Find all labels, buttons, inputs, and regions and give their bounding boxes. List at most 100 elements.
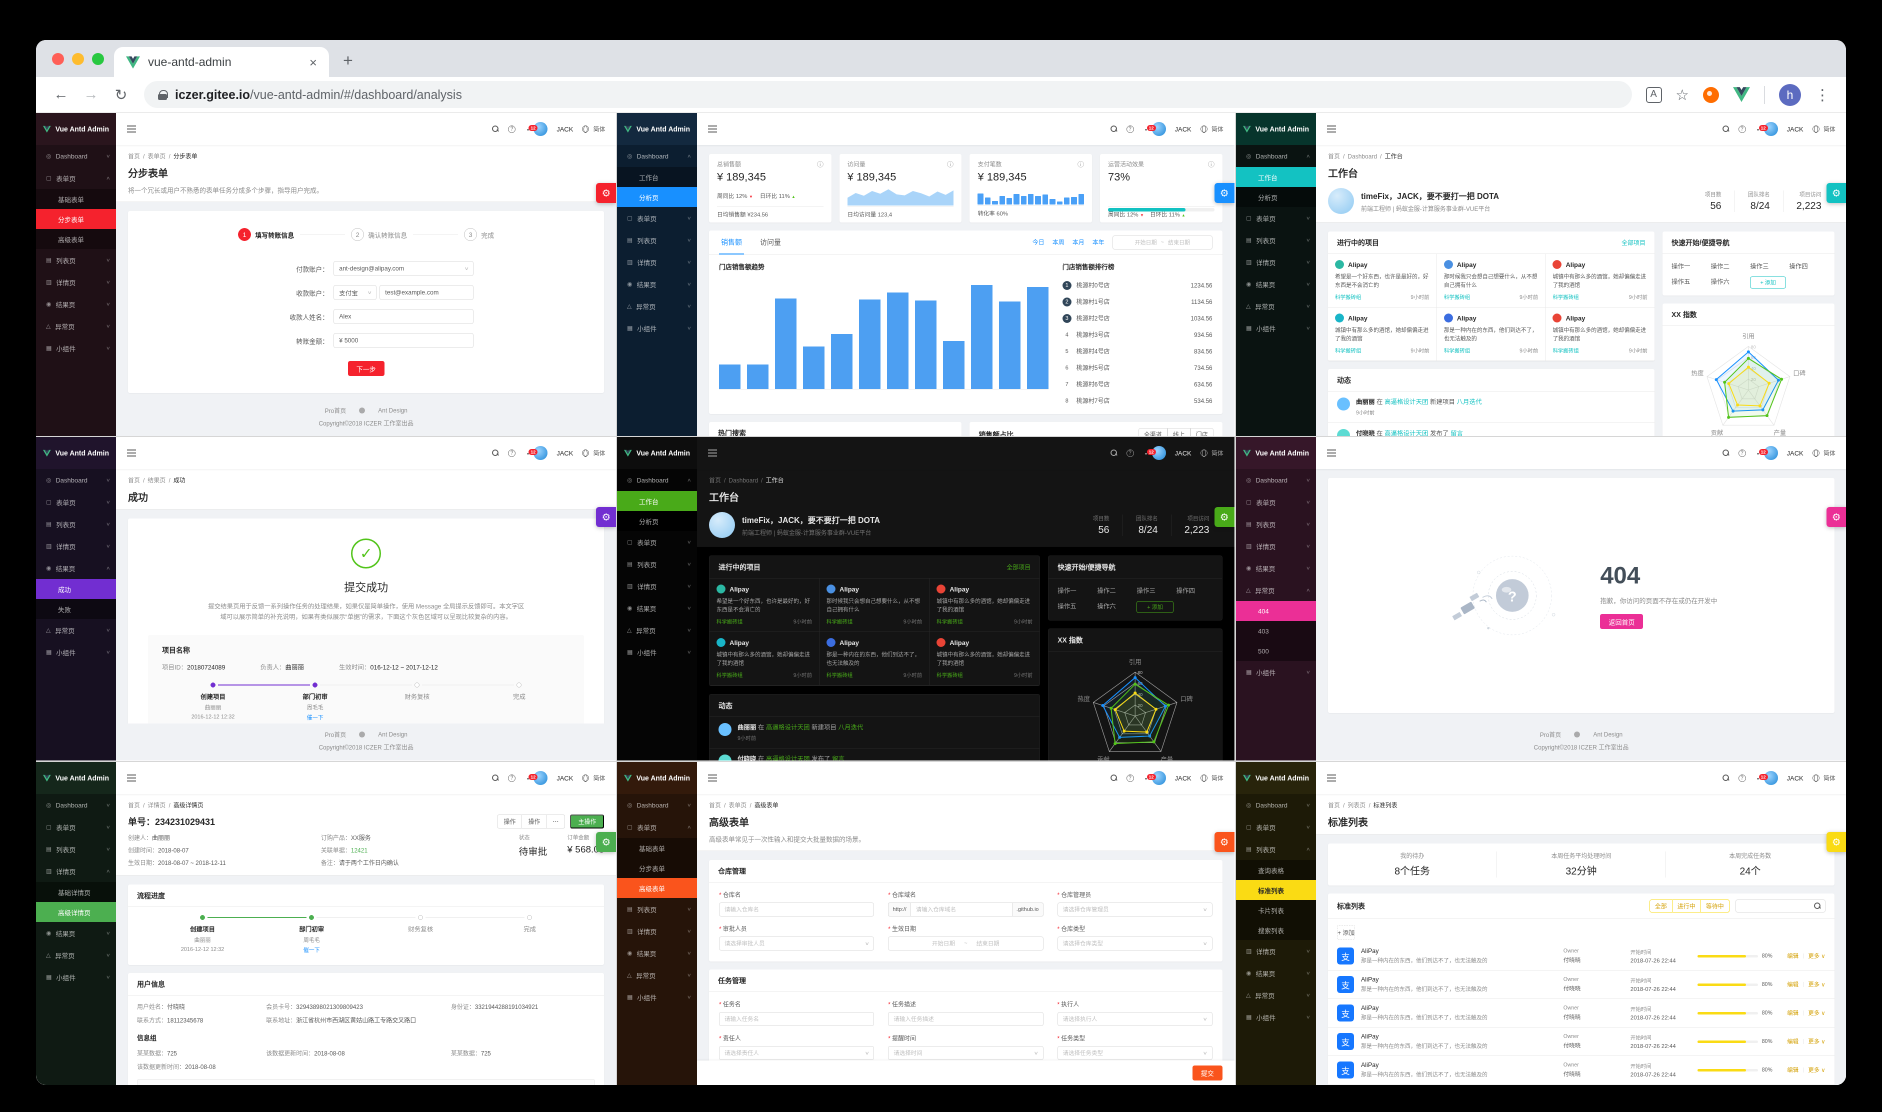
theme-settings-button[interactable]: ⚙ bbox=[1214, 831, 1235, 852]
channel-button[interactable]: 全渠道 bbox=[1138, 428, 1168, 437]
sidebar-item[interactable]: ▢ 表单页 ∨ bbox=[617, 207, 697, 229]
language-label[interactable]: 简体 bbox=[593, 450, 606, 458]
help-icon[interactable]: ? bbox=[508, 449, 516, 458]
sidebar-item[interactable]: ◎ Dashboard ∨ bbox=[36, 794, 116, 816]
project-group-link[interactable]: 科学搬砖组 bbox=[1552, 294, 1579, 301]
project-tile[interactable]: Alipay 城镇中有那么多的酒馆，她却偏偏走进了我的酒馆 科学搬砖组 9小时前 bbox=[1545, 254, 1655, 308]
sidebar-item[interactable]: ▤ 列表页 ∨ bbox=[617, 898, 697, 920]
select-input[interactable]: 请选择审批人员 ∨ bbox=[719, 936, 875, 951]
sidebar-item[interactable]: ▦ 小组件 ∨ bbox=[36, 641, 116, 663]
submenu-item[interactable]: 工作台 bbox=[1235, 167, 1316, 187]
feed-link[interactable]: 高逼格设计天团 bbox=[766, 724, 810, 732]
language-icon[interactable] bbox=[1200, 125, 1208, 133]
user-avatar[interactable] bbox=[1151, 770, 1166, 785]
sidebar-item[interactable]: ▢ 表单页 ∨ bbox=[617, 531, 697, 553]
sidebar-collapse-icon[interactable] bbox=[127, 774, 136, 782]
language-icon[interactable] bbox=[1811, 774, 1819, 782]
theme-settings-button[interactable]: ⚙ bbox=[1825, 507, 1846, 528]
language-icon[interactable] bbox=[582, 449, 590, 457]
sidebar-item[interactable]: ▤ 列表页 ∨ bbox=[36, 249, 116, 271]
sidebar-item[interactable]: ▢ 表单页 ∨ bbox=[36, 816, 116, 838]
project-tile[interactable]: Alipay 城镇中有那么多的酒馆，她却偏偏走进了我的酒馆 科学搬砖组 9小时前 bbox=[1545, 308, 1655, 361]
sidebar-item[interactable]: ▦ 小组件 ∨ bbox=[1236, 317, 1316, 339]
sidebar-item[interactable]: ▥ 详情页 ∨ bbox=[617, 251, 697, 273]
sidebar-item[interactable]: ◎ Dashboard ∨ bbox=[1236, 794, 1316, 816]
submenu-item[interactable]: 工作台 bbox=[639, 173, 659, 182]
list-item-title[interactable]: AliPay bbox=[1360, 947, 1379, 955]
dashboard-preview-p32[interactable]: Vue Antd Admin ◎ Dashboard ∨ ▢ 表单页 ∧ 基础表单 分步表单 高级… bbox=[617, 761, 1235, 1085]
breadcrumb-item[interactable]: 表单页 bbox=[728, 801, 747, 809]
theme-settings-button[interactable]: ⚙ bbox=[1214, 507, 1235, 528]
project-group-link[interactable]: 科学搬砖组 bbox=[936, 672, 964, 679]
sidebar-item[interactable]: ▦ 小组件 ∨ bbox=[617, 986, 697, 1008]
quick-op-link[interactable]: 操作六 bbox=[1710, 278, 1730, 286]
submenu-item[interactable]: 分析页 bbox=[639, 518, 659, 526]
theme-settings-button[interactable]: ⚙ bbox=[1825, 831, 1846, 852]
project-tile[interactable]: Alipay 希望是一个好东西，也许是最好的，好东西是不会消亡的 科学搬砖组 9小时前 bbox=[1327, 254, 1437, 308]
domain-input[interactable]: 请输入仓库域名 bbox=[910, 902, 1013, 917]
breadcrumb-item[interactable]: 首页 bbox=[1327, 801, 1340, 809]
submenu-item[interactable]: 分步表单 bbox=[36, 209, 116, 229]
list-item-title[interactable]: AliPay bbox=[1360, 975, 1379, 983]
submit-button[interactable]: 提交 bbox=[1192, 1065, 1223, 1080]
select-input[interactable]: 请选择任务类型 ∨ bbox=[1057, 1045, 1213, 1060]
sidebar-item[interactable]: △ 异常页 ∨ bbox=[36, 619, 116, 641]
sidebar-item[interactable]: ◉ 结果页 ∨ bbox=[1236, 557, 1316, 579]
range-link[interactable]: 今日 bbox=[1032, 239, 1045, 246]
channel-button[interactable]: 门店 bbox=[1190, 428, 1214, 437]
github-icon[interactable] bbox=[359, 407, 366, 414]
add-item-button[interactable]: + 添加 bbox=[1336, 924, 1355, 940]
sidebar-item[interactable]: ◎ Dashboard ∨ bbox=[36, 469, 116, 491]
sidebar-collapse-icon[interactable] bbox=[127, 125, 136, 133]
sidebar-item[interactable]: ◉ 结果页 ∨ bbox=[617, 942, 697, 964]
filter-button[interactable]: 全部 bbox=[1648, 899, 1672, 913]
project-tile[interactable]: Alipay 城镇中有那么多的酒馆，她却偏偏走进了我的酒馆 科学搬砖组 9小时前 bbox=[929, 632, 1040, 686]
sidebar-item[interactable]: ▦ 小组件 ∨ bbox=[617, 317, 697, 339]
select-input[interactable]: 请选择执行人 ∨ bbox=[1057, 1011, 1213, 1026]
action-button[interactable]: 操作 bbox=[497, 814, 523, 829]
sidebar-item[interactable]: ▢ 表单页 ∨ bbox=[1236, 816, 1316, 838]
search-icon[interactable] bbox=[1110, 125, 1117, 133]
bookmark-star-icon[interactable]: ☆ bbox=[1675, 86, 1689, 104]
sidebar-item[interactable]: ▢ 表单页 ∧ bbox=[617, 816, 697, 838]
account-select[interactable]: ant-design@alipay.com ∨ bbox=[333, 261, 474, 276]
sidebar-item[interactable]: ▤ 列表页 ∧ bbox=[1236, 838, 1316, 860]
select-input[interactable]: 请选择仓库类型 ∨ bbox=[1057, 936, 1213, 951]
submenu-item[interactable]: 搜索列表 bbox=[1257, 926, 1284, 934]
text-input[interactable]: 请输入仓库名 bbox=[719, 902, 875, 917]
sidebar-item[interactable]: ▢ 表单页 ∨ bbox=[1236, 207, 1316, 229]
submenu-item[interactable]: 高级详情页 bbox=[36, 901, 116, 922]
feed-link[interactable]: 高逼格设计天团 bbox=[1384, 398, 1428, 406]
edit-link[interactable]: 编辑 bbox=[1786, 1038, 1799, 1045]
text-input[interactable]: 请输入任务名 bbox=[719, 1011, 875, 1026]
submenu-item[interactable]: 失败 bbox=[58, 606, 72, 614]
sidebar-item[interactable]: ◉ 结果页 ∨ bbox=[1236, 962, 1316, 984]
project-tile[interactable]: Alipay 希望是一个好东西，也许是最好的，好东西是不会消亡的 科学搬砖组 9小时前 bbox=[709, 578, 820, 633]
sidebar-item[interactable]: ▦ 小组件 ∨ bbox=[1236, 1006, 1316, 1028]
theme-settings-button[interactable]: ⚙ bbox=[1214, 183, 1235, 203]
footer-link-pro[interactable]: Pro首页 bbox=[324, 407, 347, 415]
submenu-item[interactable]: 500 bbox=[1257, 647, 1269, 656]
sidebar-item[interactable]: ◉ 结果页 ∨ bbox=[36, 922, 116, 944]
close-window-button[interactable] bbox=[52, 52, 64, 65]
quick-op-link[interactable]: 操作三 bbox=[1136, 587, 1156, 595]
browser-menu-kebab-icon[interactable]: ⋮ bbox=[1815, 86, 1830, 104]
submenu-item[interactable]: 基础表单 bbox=[639, 844, 666, 852]
sidebar-item[interactable]: ▥ 详情页 ∨ bbox=[1236, 251, 1316, 273]
help-icon[interactable]: ? bbox=[1737, 773, 1746, 782]
feed-link[interactable]: 留言 bbox=[832, 755, 845, 761]
select-input[interactable]: 请选择责任人 ∨ bbox=[719, 1045, 875, 1060]
feed-link[interactable]: 八月迭代 bbox=[838, 724, 864, 732]
dashboard-preview-p12[interactable]: Vue Antd Admin ◎ Dashboard ∧ 工作台 分析页 ▢ 表单页 ∨ ▤ 列表页… bbox=[617, 113, 1235, 437]
browser-tab[interactable]: vue-antd-admin × bbox=[114, 47, 329, 77]
quick-op-link[interactable]: 操作一 bbox=[1671, 263, 1690, 270]
breadcrumb-item[interactable]: 首页 bbox=[709, 801, 722, 809]
sidebar-item[interactable]: ▤ 列表页 ∨ bbox=[1236, 513, 1316, 535]
text-input[interactable]: ¥ 5000 bbox=[333, 333, 474, 348]
sidebar-item[interactable]: △ 异常页 ∨ bbox=[1236, 984, 1316, 1006]
footer-link-antd[interactable]: Ant Design bbox=[378, 731, 408, 739]
sidebar-collapse-icon[interactable] bbox=[708, 774, 718, 782]
filter-button[interactable]: 进行中 bbox=[1671, 899, 1701, 913]
action-button[interactable]: ⋯ bbox=[546, 814, 566, 829]
theme-settings-button[interactable]: ⚙ bbox=[596, 831, 617, 852]
